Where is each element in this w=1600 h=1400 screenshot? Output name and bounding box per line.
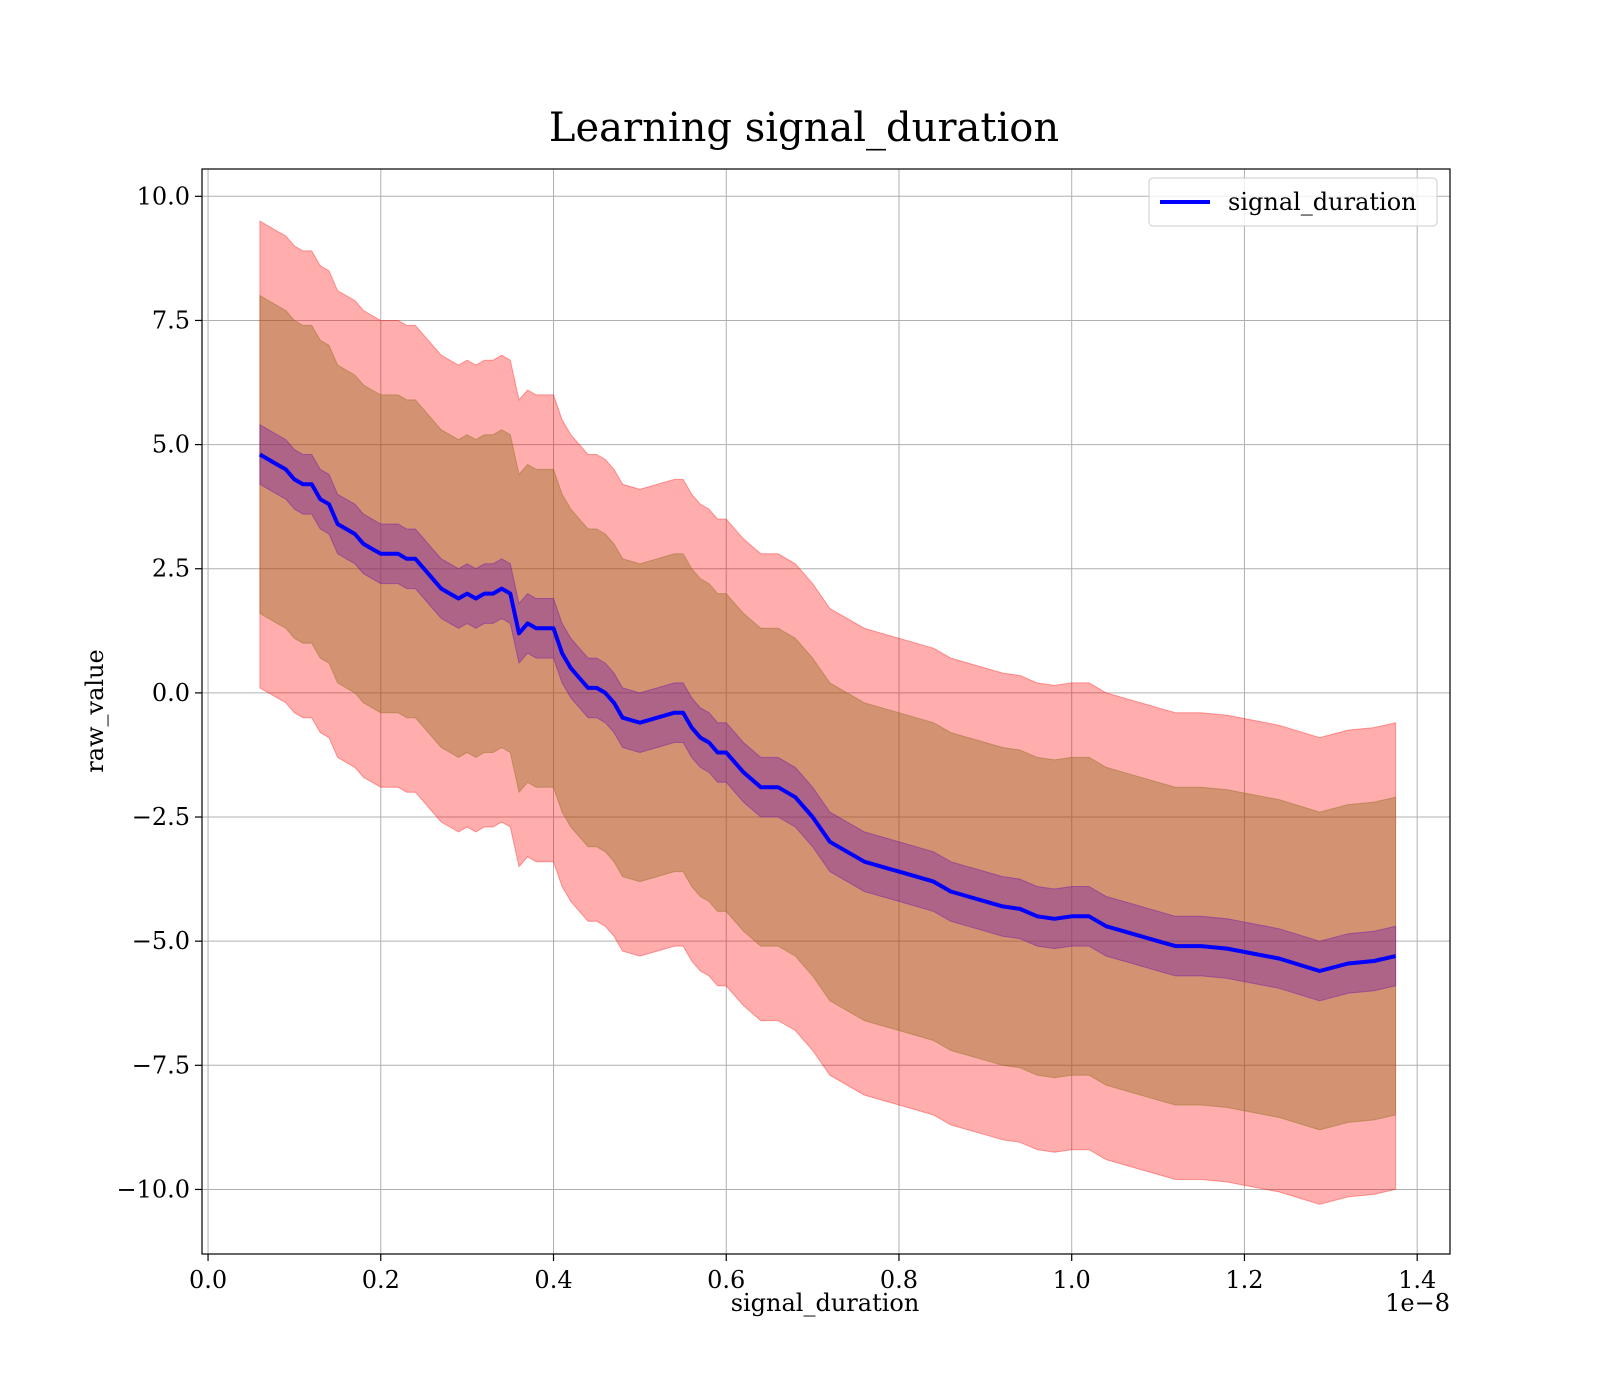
middle-band [259,294,1397,1131]
x-tick-label: 1.0 [1053,1266,1091,1294]
x-tick-label: 0.8 [880,1266,918,1294]
plot-frame [201,168,1451,1255]
y-tick-label: 2.5 [152,555,190,583]
x-axis-offset-label: 1e−8 [1385,1289,1450,1317]
y-axis-ticks: 10.0 7.5 5.0 2.5 0.0 −2.5 −5.0 −7.5 −10.0 [116,182,202,1203]
x-tick-label: 0.2 [362,1266,400,1294]
outer-band [259,220,1397,1205]
legend-entry-label: signal_duration [1228,188,1417,216]
y-tick-label: −5.0 [132,927,190,955]
y-tick-label: −2.5 [132,803,190,831]
x-axis-ticks: 0.0 0.2 0.4 0.6 0.8 1.0 1.2 1.4 [189,1254,1436,1294]
y-tick-label: 0.0 [152,679,190,707]
confidence-bands [259,220,1397,1205]
y-tick-label: −10.0 [116,1175,190,1203]
x-tick-label: 1.2 [1225,1266,1263,1294]
inner-band [259,423,1397,1002]
y-tick-label: 5.0 [152,431,190,459]
x-tick-label: 0.6 [707,1266,745,1294]
y-tick-label: 7.5 [152,306,190,334]
y-axis-label: raw_value [81,649,109,773]
x-tick-label: 1.4 [1398,1266,1436,1294]
y-tick-label: −7.5 [132,1051,190,1079]
series-lines [258,452,1397,973]
chart-title: Learning signal_duration [549,105,1059,151]
legend-box [1148,177,1438,227]
x-tick-label: 0.4 [534,1266,572,1294]
y-tick-label: 10.0 [137,182,190,210]
legend: signal_duration [1148,177,1438,227]
grid [202,169,1450,1254]
x-tick-label: 0.0 [189,1266,227,1294]
series-line-signal-duration [258,452,1397,973]
x-axis-label: signal_duration [731,1289,920,1317]
